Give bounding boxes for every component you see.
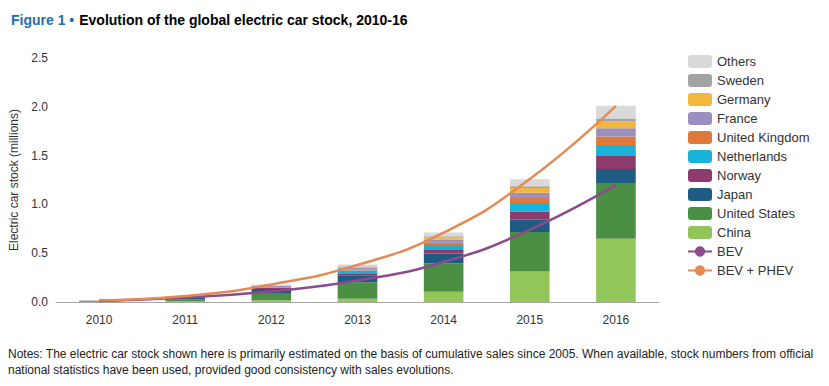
svg-text:2013: 2013 <box>344 313 371 327</box>
svg-text:2010: 2010 <box>86 313 113 327</box>
svg-text:United States: United States <box>717 206 796 221</box>
svg-text:2014: 2014 <box>430 313 457 327</box>
svg-text:2.0: 2.0 <box>31 100 48 114</box>
svg-text:2015: 2015 <box>516 313 543 327</box>
svg-text:national statistics have been: national statistics have been used, prov… <box>8 363 454 377</box>
svg-text:BEV: BEV <box>717 244 743 259</box>
svg-text:France: France <box>717 111 757 126</box>
svg-text:2011: 2011 <box>172 313 198 327</box>
svg-text:2012: 2012 <box>258 313 285 327</box>
svg-text:Germany: Germany <box>717 92 771 107</box>
svg-text:0.0: 0.0 <box>31 295 48 309</box>
svg-text:Sweden: Sweden <box>717 73 764 88</box>
svg-text:BEV + PHEV: BEV + PHEV <box>717 263 794 278</box>
svg-text:1.5: 1.5 <box>31 149 48 163</box>
svg-text:Netherlands: Netherlands <box>717 149 788 164</box>
svg-text:Evolution of the global electr: Evolution of the global electric car sto… <box>79 12 408 28</box>
svg-text:Others: Others <box>717 54 757 69</box>
svg-text:0.5: 0.5 <box>31 246 48 260</box>
svg-text:1.0: 1.0 <box>31 197 48 211</box>
svg-text:Norway: Norway <box>717 168 762 183</box>
svg-text:2016: 2016 <box>603 313 630 327</box>
svg-text:Electric car stock (millions): Electric car stock (millions) <box>7 109 21 251</box>
svg-text:Japan: Japan <box>717 187 752 202</box>
svg-text:China: China <box>717 225 752 240</box>
svg-text:Notes: The electric car stock: Notes: The electric car stock shown here… <box>8 347 817 361</box>
svg-text:2.5: 2.5 <box>31 51 48 65</box>
svg-text:Figure 1 •: Figure 1 • <box>11 12 74 28</box>
svg-text:United Kingdom: United Kingdom <box>717 130 810 145</box>
